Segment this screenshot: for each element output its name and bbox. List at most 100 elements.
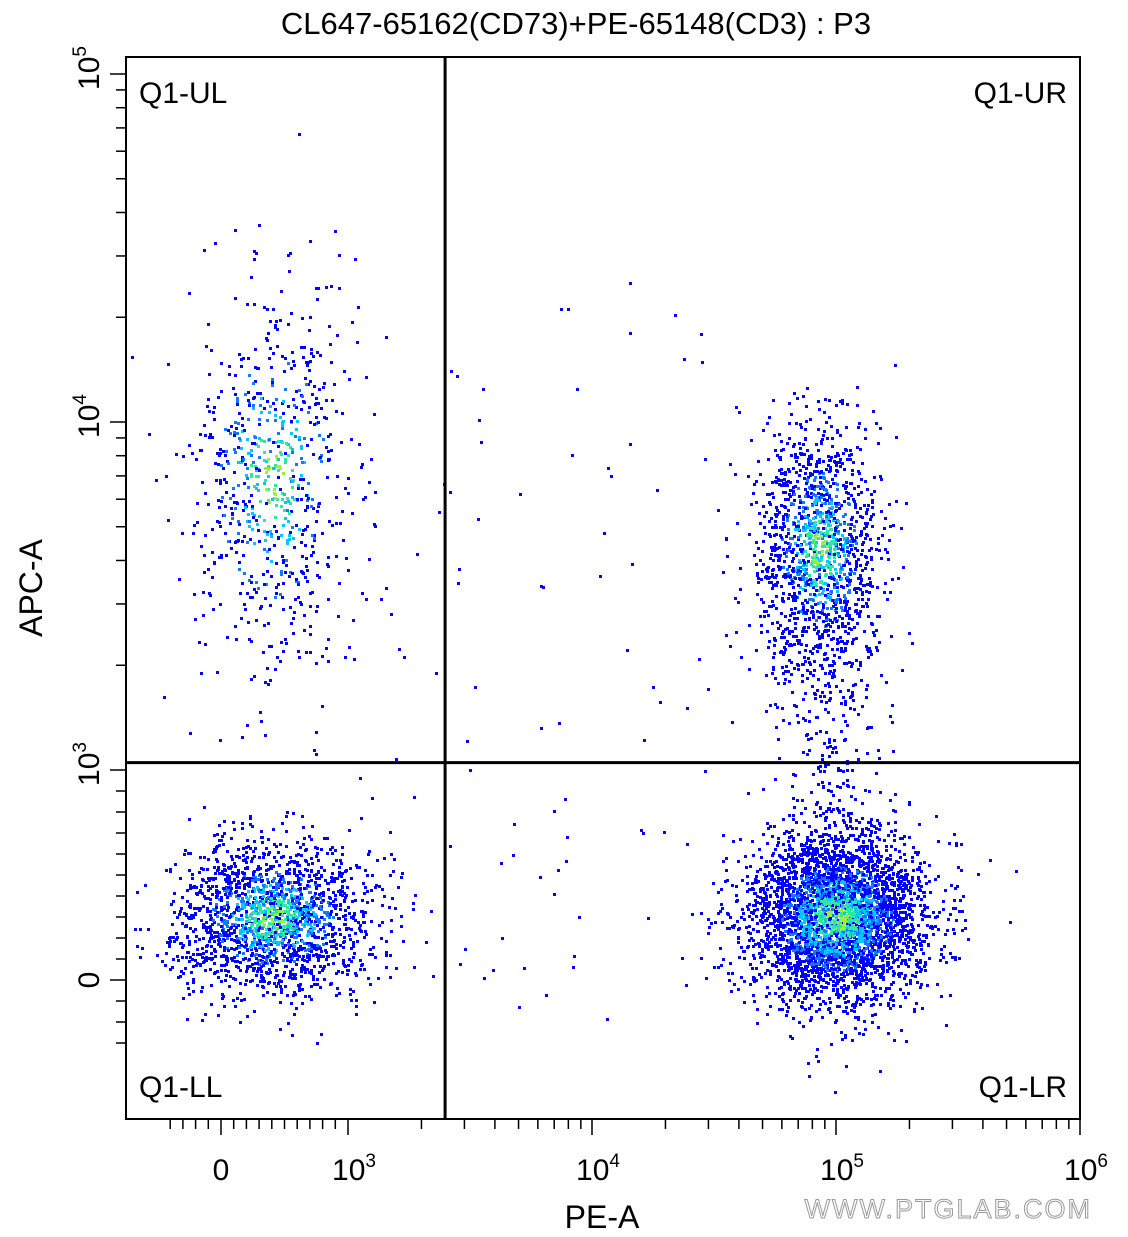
event-dot [270,535,273,538]
event-dot [301,913,304,916]
event-dot [385,966,388,969]
event-dot [241,928,244,931]
event-dot [296,910,299,913]
event-dot [840,577,843,580]
event-dot [368,953,371,956]
event-dot [752,904,755,907]
event-dot [352,892,355,895]
event-dot [807,583,810,586]
event-dot [208,940,211,943]
event-dot [256,962,259,965]
event-dot [750,911,753,914]
event-dot [347,964,350,967]
event-dot [805,467,808,470]
event-dot [859,515,862,518]
event-dot [305,848,308,851]
event-dot [841,617,844,620]
event-dot [309,592,312,595]
event-dot [273,920,276,923]
event-dot [267,488,270,491]
event-dot [825,616,828,619]
event-dot [730,990,733,993]
event-dot [199,449,202,452]
event-dot [297,880,300,883]
event-dot [784,615,787,618]
event-dot [337,890,340,893]
event-dot [300,893,303,896]
event-dot [295,951,298,954]
event-dot [333,954,336,957]
event-dot [833,739,836,742]
event-dot [341,894,344,897]
event-dot [355,864,358,867]
event-dot [238,523,241,526]
event-dot [253,258,256,261]
event-dot [311,825,314,828]
event-dot [774,992,777,995]
event-dot [292,475,295,478]
event-dot [808,574,811,577]
event-dot [263,891,266,894]
event-dot [316,847,319,850]
event-dot [223,478,226,481]
event-dot [270,560,273,563]
event-dot [809,418,812,421]
event-dot [264,539,267,542]
event-dot [825,499,828,502]
event-dot [246,948,249,951]
event-dot [341,846,344,849]
event-dot [828,561,831,564]
event-dot [272,467,275,470]
event-dot [774,639,777,642]
event-dot [806,601,809,604]
event-dot [325,951,328,954]
event-dot [844,606,847,609]
event-dot [795,596,798,599]
event-dot [748,533,751,536]
event-dot [254,366,257,369]
event-dot [826,596,829,599]
event-dot [779,554,782,557]
event-dot [818,458,821,461]
event-dot [363,921,366,924]
event-dot [240,918,243,921]
event-dot [322,894,325,897]
event-dot [828,664,831,667]
event-dot [344,918,347,921]
event-dot [276,656,279,659]
event-dot [294,932,297,935]
event-dot [813,523,816,526]
event-dot [835,495,838,498]
event-dot [278,873,281,876]
event-dot [281,887,284,890]
event-dot [792,490,795,493]
event-dot [308,369,311,372]
event-dot [856,386,859,389]
event-dot [304,859,307,862]
event-dot [286,916,289,919]
event-dot [915,1002,918,1005]
event-dot [805,482,808,485]
event-dot [214,242,217,245]
event-dot [296,941,299,944]
event-dot [375,884,378,887]
event-dot [397,886,400,889]
event-dot [797,611,800,614]
event-dot [272,890,275,893]
event-dot [318,954,321,957]
event-dot [782,491,785,494]
event-dot [283,910,286,913]
event-dot [790,582,793,585]
event-dot [275,504,278,507]
event-dot [301,533,304,536]
event-dot [345,557,348,560]
event-dot [839,571,842,574]
event-dot [849,544,852,547]
event-dot [743,1001,746,1004]
event-dot [368,558,371,561]
event-dot [893,930,896,933]
event-dot [845,1006,848,1009]
event-dot [813,628,816,631]
event-dot [740,656,743,659]
event-dot [214,909,217,912]
